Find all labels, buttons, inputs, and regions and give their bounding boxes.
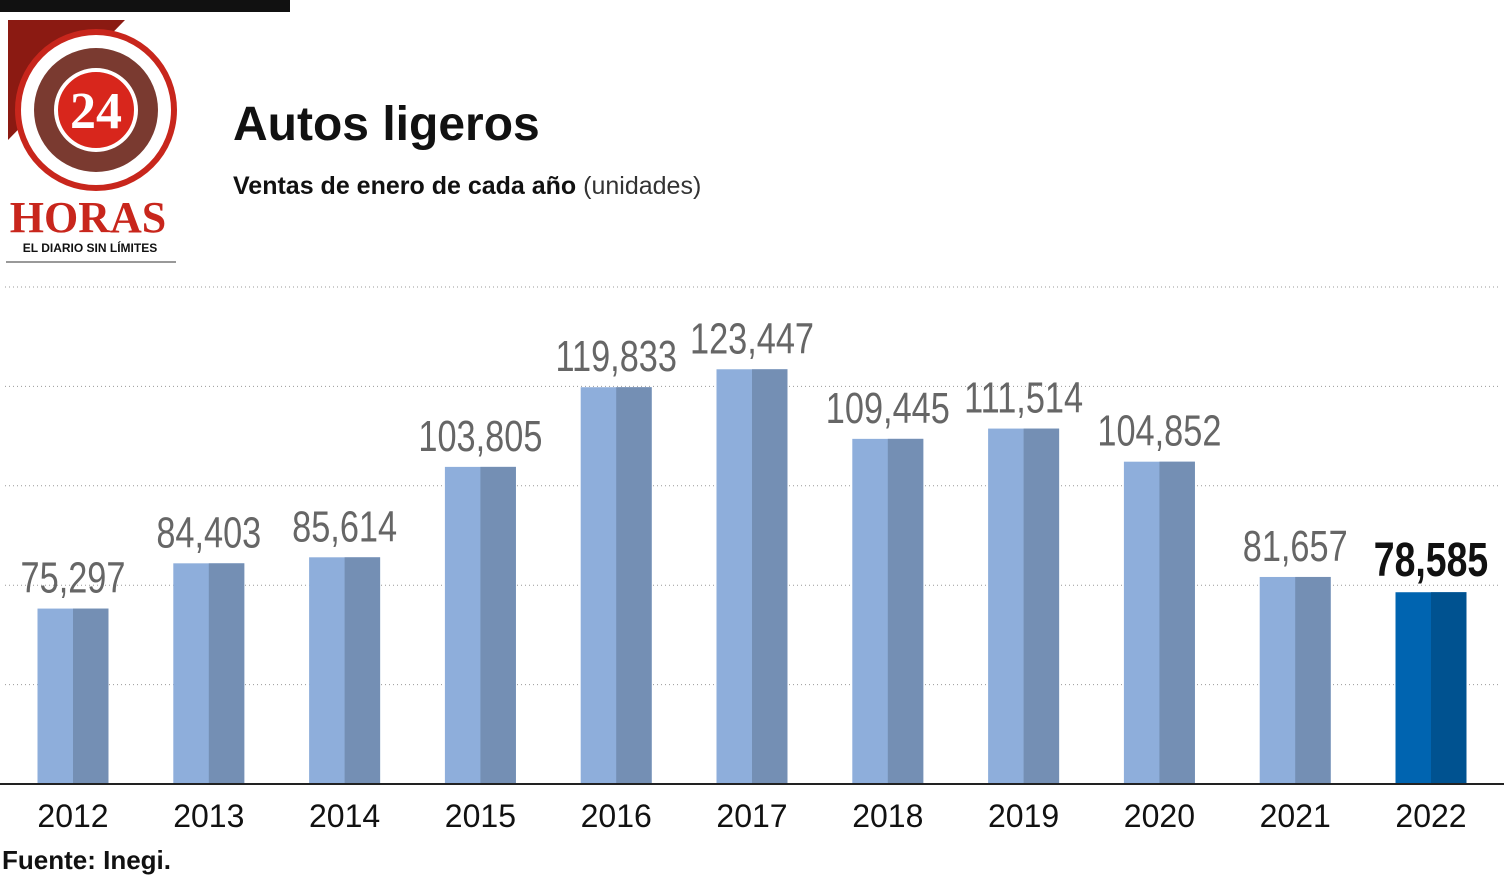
top-rule (0, 0, 290, 12)
value-label: 119,833 (555, 332, 676, 381)
value-label: 104,852 (1097, 407, 1221, 456)
x-tick-label: 2019 (988, 798, 1059, 834)
bar-shade (752, 369, 788, 784)
x-tick-label: 2018 (852, 798, 923, 834)
bar-shade (1023, 428, 1060, 784)
x-tick-label: 2015 (445, 798, 516, 834)
chart-subtitle: Ventas de enero de cada año (unidades) (233, 172, 701, 200)
value-label: 123,447 (690, 314, 814, 363)
value-label: 85,614 (292, 502, 397, 551)
chart-title: Autos ligeros (233, 98, 540, 151)
value-label: 111,514 (964, 374, 1083, 423)
logo-number: 24 (70, 83, 122, 140)
bar-shade (887, 438, 924, 784)
x-tick-label: 2020 (1124, 798, 1195, 834)
bar-shade (344, 557, 381, 784)
x-tick-label: 2014 (309, 798, 380, 834)
logo-tagline: EL DIARIO SIN LÍMITES (23, 240, 157, 255)
x-tick-label: 2022 (1395, 798, 1466, 834)
subtitle-unit: (unidades) (583, 172, 701, 200)
source: Fuente: Inegi. (2, 845, 171, 875)
value-label: 78,585 (1374, 534, 1488, 588)
value-label: 109,445 (826, 384, 950, 433)
bar-shade (73, 608, 109, 784)
x-tick-label: 2021 (1260, 798, 1331, 834)
value-label: 75,297 (21, 554, 126, 603)
x-tick-label: 2013 (173, 798, 244, 834)
logo-center (54, 68, 138, 152)
value-label: 81,657 (1243, 522, 1348, 571)
bar-shade (1431, 592, 1467, 784)
x-tick-label: 2017 (716, 798, 787, 834)
value-label: 84,403 (156, 508, 261, 557)
bar-shade (616, 387, 652, 784)
x-tick-label: 2016 (581, 798, 652, 834)
subtitle-main: Ventas de enero de cada año (233, 172, 576, 200)
bar-shade (208, 563, 245, 784)
bar-shade (480, 466, 516, 784)
logo: 24 HORAS EL DIARIO SIN LÍMITES (6, 20, 177, 263)
bar-shade (1295, 576, 1331, 784)
bar-shade (1159, 461, 1195, 784)
logo-name: HORAS (10, 193, 166, 242)
x-tick-label: 2012 (37, 798, 108, 834)
value-label: 103,805 (418, 412, 542, 461)
